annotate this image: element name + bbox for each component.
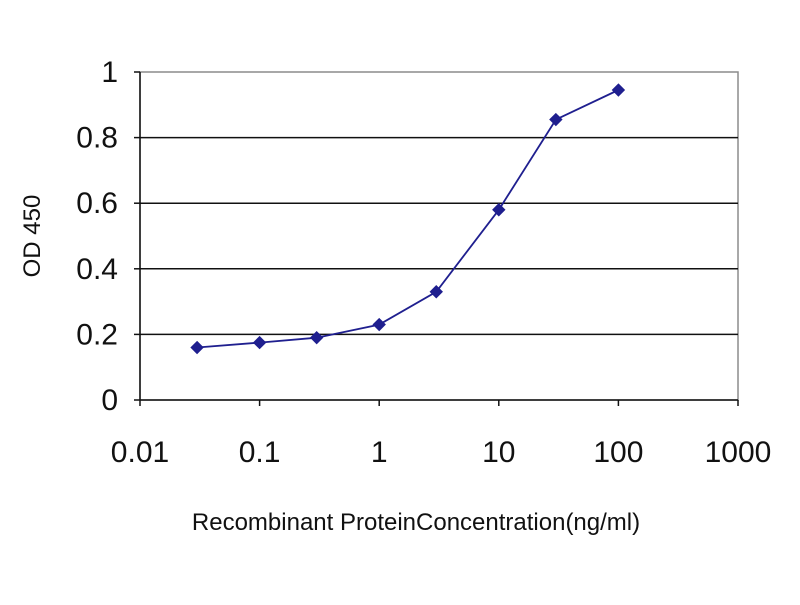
y-tick-label: 0.8 (76, 122, 118, 155)
y-tick-labels: 0 0.2 0.4 0.6 0.8 1 (76, 56, 118, 417)
series-line (197, 89, 619, 349)
y-tick-label: 0.6 (76, 187, 118, 220)
plot-area (139, 71, 739, 401)
x-tick-label: 0.01 (111, 436, 169, 469)
data-point-marker (372, 317, 386, 332)
x-axis-title: Recombinant ProteinConcentration(ng/ml) (192, 509, 640, 536)
y-tick-label: 1 (101, 56, 118, 89)
data-point-marker (611, 83, 626, 97)
axes (134, 71, 739, 406)
x-tick-label: 100 (593, 436, 643, 469)
data-series (190, 83, 626, 355)
data-point-marker (429, 285, 443, 299)
data-point-marker (492, 203, 506, 217)
data-point-marker (309, 330, 324, 345)
y-tick-label: 0 (101, 384, 118, 417)
x-tick-label: 10 (482, 436, 515, 469)
x-tick-label: 0.1 (239, 436, 281, 469)
x-tick-labels: 0.01 0.1 1 10 100 1000 (111, 436, 772, 469)
gridlines (140, 136, 738, 336)
data-point-marker (252, 335, 267, 350)
data-point-marker (549, 112, 563, 127)
y-tick-label: 0.4 (76, 253, 118, 286)
x-tick-label: 1 (371, 436, 388, 469)
y-axis-title: OD 450 (19, 195, 46, 278)
y-tick-label: 0.2 (76, 318, 118, 351)
data-point-marker (190, 340, 204, 355)
x-tick-label: 1000 (705, 436, 772, 469)
